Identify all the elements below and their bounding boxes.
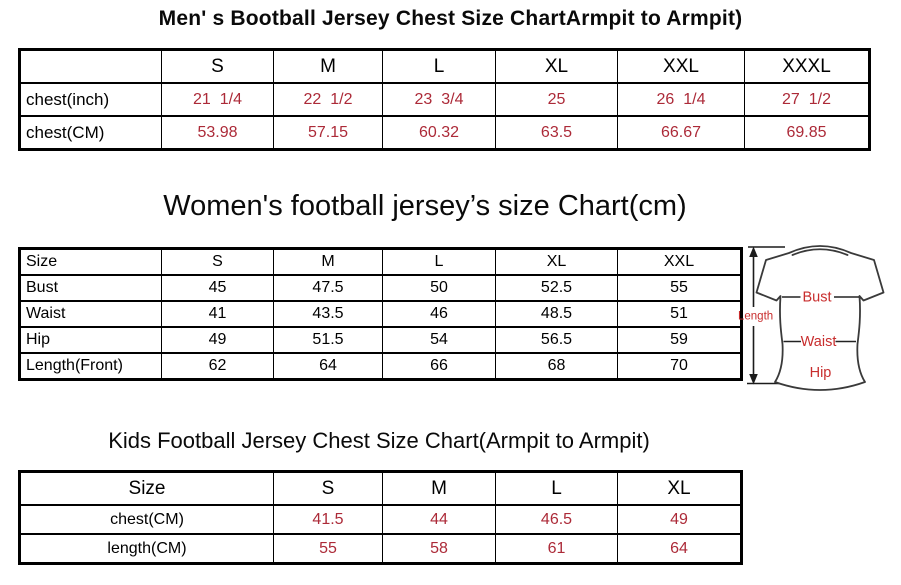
- womens-size-table: Size S M L XL XXL Bust 45 47.5 50 52.5 5…: [18, 247, 743, 381]
- header-cell-l: L: [382, 48, 496, 84]
- value-cell: 58: [382, 533, 496, 565]
- value-cell: 66.67: [617, 115, 745, 151]
- value-cell: 70: [617, 352, 742, 381]
- value-cell: 61: [495, 533, 618, 565]
- header-cell-xl: XL: [617, 470, 742, 506]
- header-cell-s: S: [161, 48, 274, 84]
- womens-length-row: Length(Front) 62 64 66 68 70: [19, 352, 742, 381]
- value-cell: 59: [617, 326, 742, 354]
- kids-size-table: Size S M L XL chest(CM) 41.5 44 46.5 49 …: [18, 470, 743, 565]
- value-cell: 46: [382, 300, 496, 328]
- value-cell: 51: [617, 300, 742, 328]
- value-cell: 66: [382, 352, 496, 381]
- header-cell-size: Size: [19, 470, 274, 506]
- womens-hip-row: Hip 49 51.5 54 56.5 59: [19, 326, 742, 354]
- row-label: chest(CM): [19, 504, 274, 535]
- row-label: chest(inch): [19, 82, 162, 117]
- value-cell: 47.5: [273, 274, 383, 302]
- value-cell: 21 1/4: [161, 82, 274, 117]
- value-cell: 55: [617, 274, 742, 302]
- mens-header-row: S M L XL XXL XXXL: [19, 48, 870, 84]
- mens-chart-title: Men' s Bootball Jersey Chest Size ChartA…: [158, 7, 743, 30]
- header-cell-xxl: XXL: [617, 48, 745, 84]
- header-cell-m: M: [273, 48, 383, 84]
- value-cell: 23 3/4: [382, 82, 496, 117]
- value-cell: 25: [495, 82, 618, 117]
- header-cell-xl: XL: [495, 48, 618, 84]
- row-label: length(CM): [19, 533, 274, 565]
- header-cell-m: M: [382, 470, 496, 506]
- value-cell: 27 1/2: [744, 82, 870, 117]
- header-cell-s: S: [273, 470, 383, 506]
- bust-label: Bust: [802, 290, 831, 306]
- hip-label: Hip: [810, 365, 832, 381]
- womens-waist-row: Waist 41 43.5 46 48.5 51: [19, 300, 742, 328]
- value-cell: 52.5: [495, 274, 618, 302]
- mens-chest-inch-row: chest(inch) 21 1/4 22 1/2 23 3/4 25 26 1…: [19, 82, 870, 117]
- value-cell: 43.5: [273, 300, 383, 328]
- header-cell-xxl: XXL: [617, 247, 742, 276]
- value-cell: 68: [495, 352, 618, 381]
- tshirt-outline-icon: [755, 245, 885, 391]
- value-cell: 50: [382, 274, 496, 302]
- value-cell: 56.5: [495, 326, 618, 354]
- row-label: Length(Front): [19, 352, 162, 381]
- row-label: Waist: [19, 300, 162, 328]
- length-arrow: [749, 246, 758, 385]
- value-cell: 41.5: [273, 504, 383, 535]
- value-cell: 63.5: [495, 115, 618, 151]
- value-cell: 49: [161, 326, 274, 354]
- value-cell: 45: [161, 274, 274, 302]
- value-cell: 51.5: [273, 326, 383, 354]
- kids-chest-row: chest(CM) 41.5 44 46.5 49: [19, 504, 742, 535]
- header-cell-s: S: [161, 247, 274, 276]
- header-cell-xl: XL: [495, 247, 618, 276]
- value-cell: 57.15: [273, 115, 383, 151]
- womens-bust-row: Bust 45 47.5 50 52.5 55: [19, 274, 742, 302]
- row-label: Bust: [19, 274, 162, 302]
- value-cell: 48.5: [495, 300, 618, 328]
- kids-chart-title: Kids Football Jersey Chest Size Chart(Ar…: [108, 428, 650, 453]
- value-cell: 62: [161, 352, 274, 381]
- value-cell: 44: [382, 504, 496, 535]
- value-cell: 46.5: [495, 504, 618, 535]
- row-label: chest(CM): [19, 115, 162, 151]
- header-cell-empty: [19, 48, 162, 84]
- womens-chart-title: Women's football jersey’s size Chart(cm): [163, 190, 687, 222]
- value-cell: 41: [161, 300, 274, 328]
- row-label: Hip: [19, 326, 162, 354]
- header-cell-m: M: [273, 247, 383, 276]
- value-cell: 55: [273, 533, 383, 565]
- value-cell: 22 1/2: [273, 82, 383, 117]
- kids-length-row: length(CM) 55 58 61 64: [19, 533, 742, 565]
- value-cell: 26 1/4: [617, 82, 745, 117]
- womens-header-row: Size S M L XL XXL: [19, 247, 742, 276]
- header-cell-l: L: [495, 470, 618, 506]
- value-cell: 53.98: [161, 115, 274, 151]
- value-cell: 69.85: [744, 115, 870, 151]
- mens-size-table: S M L XL XXL XXXL chest(inch) 21 1/4 22 …: [18, 48, 871, 151]
- value-cell: 64: [617, 533, 742, 565]
- waist-label: Waist: [801, 334, 837, 350]
- value-cell: 54: [382, 326, 496, 354]
- header-cell-xxxl: XXXL: [744, 48, 870, 84]
- tshirt-measurement-diagram: Length Bust Waist Hip: [738, 245, 885, 391]
- value-cell: 60.32: [382, 115, 496, 151]
- length-label: Length: [738, 311, 773, 323]
- value-cell: 49: [617, 504, 742, 535]
- mens-chest-cm-row: chest(CM) 53.98 57.15 60.32 63.5 66.67 6…: [19, 115, 870, 151]
- header-cell-l: L: [382, 247, 496, 276]
- header-cell-size: Size: [19, 247, 162, 276]
- kids-header-row: Size S M L XL: [19, 470, 742, 506]
- value-cell: 64: [273, 352, 383, 381]
